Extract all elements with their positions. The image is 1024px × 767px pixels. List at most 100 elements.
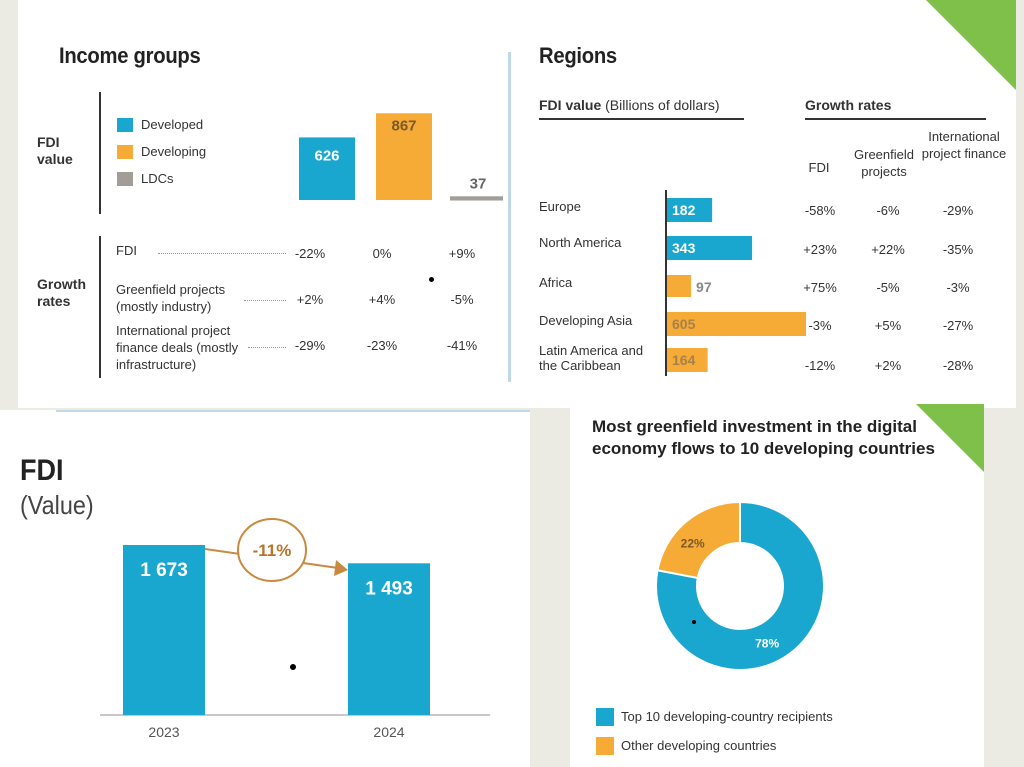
- col-header-ipf: International project finance: [921, 129, 1007, 161]
- region-growth-value: -3%: [946, 280, 970, 295]
- header-rule: [539, 118, 744, 120]
- region-label: North America: [539, 235, 622, 250]
- greenfield-donut-chart: 78% 22%: [655, 500, 825, 671]
- growth-value: -29%: [294, 338, 326, 353]
- growth-value: +4%: [368, 292, 396, 307]
- region-bar: [667, 348, 708, 372]
- region-label: Europe: [539, 199, 581, 214]
- fdi-total-chart: 1 673 2023 1 493 2024 -11%: [100, 518, 490, 740]
- legend-swatch-other: [596, 737, 614, 755]
- regions-fdi-header-unit: (Billions of dollars): [605, 97, 720, 113]
- regions-fdi-chart: 182 343 97 605 164: [665, 190, 806, 376]
- header-rule: [805, 118, 986, 120]
- region-bar-value: 97: [696, 279, 712, 295]
- region-growth-value: +23%: [803, 242, 837, 257]
- region-label: Africa: [539, 275, 573, 290]
- bullet-dot: [290, 664, 296, 670]
- region-label: Latin America and the Caribbean: [539, 343, 644, 373]
- income-groups-title: Income groups: [59, 43, 201, 68]
- green-corner-decoration: [916, 404, 984, 472]
- growth-value: +2%: [296, 292, 324, 307]
- region-bar-value: 182: [672, 202, 696, 218]
- fdi-bar-value: 1 493: [365, 578, 413, 599]
- regions-fdi-header: FDI value (Billions of dollars): [539, 97, 720, 113]
- fdi-total-panel: FDI (Value) 1 673 2023 1 493 2024 -11%: [0, 410, 530, 767]
- divider-line: [99, 236, 101, 378]
- income-fdi-chart: 626 867 37: [299, 113, 503, 201]
- col-header-greenfield: Greenfield projects: [854, 147, 914, 179]
- region-growth-value: -58%: [804, 203, 836, 218]
- growth-value: -41%: [446, 338, 478, 353]
- bar-ldcs: [450, 196, 503, 200]
- region-bar-value: 343: [672, 240, 696, 256]
- bar-developed: [299, 137, 355, 200]
- growth-row-label: Greenfield projects (mostly industry): [116, 282, 226, 314]
- legend-swatch-top10: [596, 708, 614, 726]
- bar-developing: [376, 113, 432, 200]
- fdi-bar-value: 1 673: [140, 560, 188, 581]
- region-bar: [667, 312, 806, 336]
- region-growth-value: -35%: [942, 242, 974, 257]
- legend-label-top10: Top 10 developing-country recipients: [621, 709, 833, 724]
- region-growth-value: +22%: [871, 242, 905, 257]
- region-bar: [667, 198, 713, 222]
- region-growth-value: -12%: [804, 358, 836, 373]
- donut-slice-label: 78%: [755, 636, 779, 650]
- region-growth-value: -3%: [808, 318, 832, 333]
- legend-label-developed: Developed: [141, 117, 204, 132]
- greenfield-donut-panel: Most greenfield investment in the digita…: [570, 404, 984, 767]
- region-growth-value: -5%: [876, 280, 900, 295]
- donut-slice: [655, 500, 825, 671]
- growth-value: -23%: [366, 338, 398, 353]
- legend-label-other: Other developing countries: [621, 738, 777, 753]
- fdi-bar-2024: [348, 563, 430, 715]
- bullet-dot: [429, 277, 434, 282]
- fdi-year-label: 2023: [148, 724, 179, 740]
- fdi-bar-2023: [123, 545, 205, 715]
- region-bar: [667, 236, 753, 260]
- legend-swatch-developed: [117, 118, 133, 132]
- legend-swatch-ldcs: [117, 172, 133, 186]
- growth-value: -22%: [294, 246, 326, 261]
- top-rule: [56, 410, 530, 412]
- bullet-dot: [692, 620, 696, 624]
- donut-title: Most greenfield investment in the digita…: [592, 417, 935, 458]
- region-growth-value: +2%: [874, 358, 902, 373]
- regions-title: Regions: [539, 43, 617, 68]
- region-growth-value: +75%: [803, 280, 837, 295]
- growth-rates-header: Growth rates: [805, 97, 892, 113]
- section-separator: [508, 52, 511, 382]
- growth-value: -5%: [450, 292, 474, 307]
- fdi-subtitle: (Value): [20, 490, 94, 520]
- growth-value: 0%: [372, 246, 392, 261]
- region-bar-value: 164: [672, 352, 696, 368]
- income-regions-panel: Income groups FDI value Developed Develo…: [18, 0, 1016, 408]
- region-growth-value: +5%: [874, 318, 902, 333]
- bar-value-label: 867: [391, 117, 416, 134]
- region-growth-value: -27%: [942, 318, 974, 333]
- divider-line: [99, 92, 101, 214]
- region-bar-value: 605: [672, 316, 696, 332]
- growth-row-label: FDI: [116, 243, 137, 258]
- region-growth-value: -29%: [942, 203, 974, 218]
- leader-dots: [244, 300, 286, 301]
- donut-slice-label: 22%: [681, 537, 705, 551]
- growth-row-label: International project finance deals (mos…: [116, 323, 239, 372]
- region-growth-value: -6%: [876, 203, 900, 218]
- regions-fdi-header-bold: FDI value: [539, 97, 602, 113]
- growth-rates-label: Growth rates: [37, 276, 86, 309]
- region-bar: [667, 275, 692, 297]
- fdi-title: FDI: [20, 454, 64, 487]
- growth-value: +9%: [448, 246, 476, 261]
- change-circle: [237, 518, 307, 582]
- leader-dots: [158, 253, 286, 254]
- change-label: -11%: [253, 541, 292, 560]
- fdi-year-label: 2024: [373, 724, 404, 740]
- donut-slice: [656, 500, 741, 580]
- legend-label-ldcs: LDCs: [141, 171, 174, 186]
- region-growth-value: -28%: [942, 358, 974, 373]
- region-label: Developing Asia: [539, 313, 633, 328]
- legend-swatch-developing: [117, 145, 133, 159]
- bar-value-label: 626: [314, 147, 339, 164]
- col-header-fdi: FDI: [808, 160, 830, 175]
